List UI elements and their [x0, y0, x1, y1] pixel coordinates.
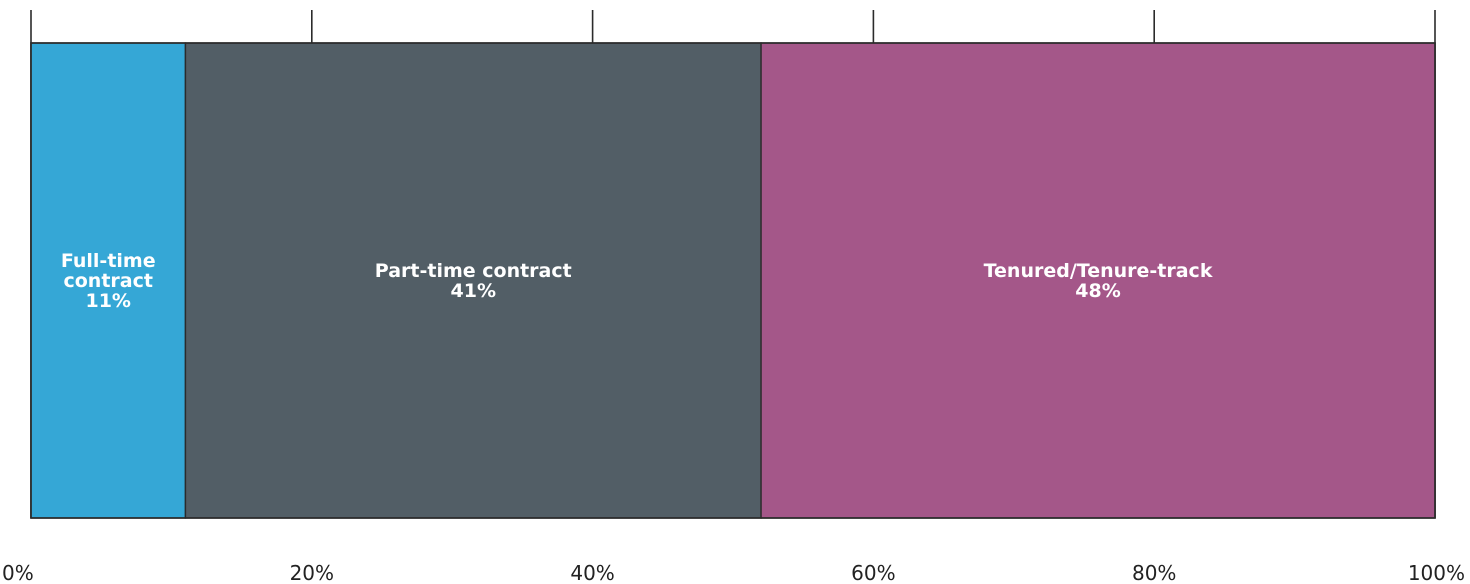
segment-label-line: Part-time contract — [375, 260, 572, 282]
x-tick-label-0: 0% — [2, 561, 34, 584]
bar-outline — [30, 42, 1436, 519]
x-axis-tick-labels: 0% 20% 40% 60% 80% 100% — [2, 561, 1465, 584]
segment-labels: Full-time contract 11% Part-time contract 41… — [61, 250, 1213, 312]
bar-segment-2 — [760, 42, 1436, 519]
segment-label-line: Full-time — [61, 250, 156, 272]
segment-label-line: Tenured/Tenure-track — [984, 260, 1213, 282]
x-tick-label-1: 20% — [290, 561, 334, 584]
bar-segments — [30, 42, 1436, 519]
segment-label-line: 11% — [85, 290, 130, 312]
segment-label-2: Tenured/Tenure-track 48% — [984, 260, 1213, 302]
segment-label-line: 48% — [1075, 280, 1120, 302]
segment-label-1: Part-time contract 41% — [375, 260, 572, 302]
x-tick-label-3: 60% — [851, 561, 895, 584]
x-tick-label-4: 80% — [1132, 561, 1176, 584]
segment-label-0: Full-time contract 11% — [61, 250, 156, 312]
segment-label-line: contract — [63, 270, 152, 292]
segment-label-line: 41% — [451, 280, 496, 302]
x-tick-label-5: 100% — [1408, 561, 1465, 584]
bar-segment-1 — [184, 42, 762, 519]
x-tick-label-2: 40% — [570, 561, 614, 584]
